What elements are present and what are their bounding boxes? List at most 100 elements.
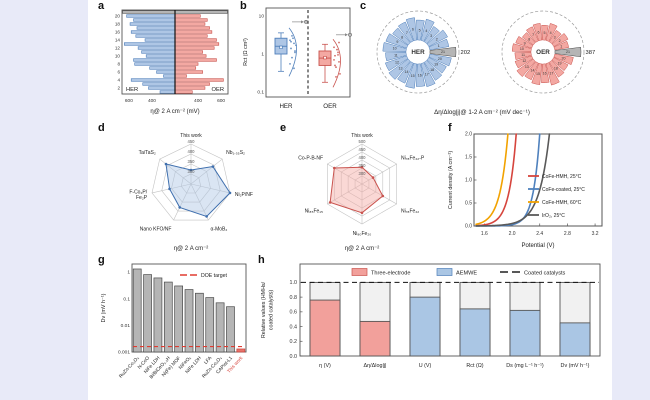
svg-text:19: 19 <box>434 63 438 67</box>
svg-text:CoFe-coated, 25°C: CoFe-coated, 25°C <box>542 187 585 193</box>
svg-text:HER: HER <box>126 87 138 93</box>
svg-text:500: 500 <box>359 139 367 144</box>
svg-text:16: 16 <box>543 72 547 76</box>
svg-text:20: 20 <box>561 57 565 61</box>
svg-text:202: 202 <box>461 50 471 56</box>
svg-text:12: 12 <box>522 59 526 63</box>
svg-text:13: 13 <box>398 66 402 70</box>
svg-text:9: 9 <box>524 41 526 45</box>
svg-text:6: 6 <box>412 28 414 32</box>
panel-e-label: e <box>280 122 287 134</box>
svg-text:350: 350 <box>359 163 367 168</box>
svg-text:400: 400 <box>359 155 367 160</box>
panel-b-box-plot: 0.1 1 10 Rct (Ω cm²) HER OER <box>243 7 352 110</box>
svg-text:10: 10 <box>393 47 397 51</box>
svg-text:2.0: 2.0 <box>509 231 516 237</box>
svg-text:Rct (Ω cm²): Rct (Ω cm²) <box>243 38 249 66</box>
svg-text:17: 17 <box>425 72 429 76</box>
svg-text:13: 13 <box>525 65 529 69</box>
svg-text:Ni₈₅Fe₁₅: Ni₈₅Fe₁₅ <box>305 209 323 215</box>
panel-a-label: a <box>98 0 105 12</box>
svg-text:400: 400 <box>188 149 196 154</box>
svg-text:CoFe-HMH, 60°C: CoFe-HMH, 60°C <box>542 200 582 206</box>
svg-text:3: 3 <box>430 34 432 38</box>
panel-a-diverging-bar-chart: 2 4 6 8 10 12 14 16 18 20 600 400 400 600 HER OER η@ 2 A… <box>115 9 229 115</box>
svg-text:U (V): U (V) <box>419 363 432 369</box>
svg-text:0.1: 0.1 <box>257 90 264 96</box>
svg-text:This work: This work <box>351 133 373 139</box>
svg-text:Fe₂P: Fe₂P <box>136 195 148 201</box>
svg-text:η@ 2 A cm⁻² (mV): η@ 2 A cm⁻² (mV) <box>150 109 199 115</box>
svg-text:coated catalysts): coated catalysts) <box>269 290 275 331</box>
svg-text:15: 15 <box>536 72 540 76</box>
svg-text:0.01: 0.01 <box>121 323 131 329</box>
svg-text:14: 14 <box>115 38 121 43</box>
svg-text:1: 1 <box>560 45 562 49</box>
svg-text:21: 21 <box>441 50 445 54</box>
svg-text:450: 450 <box>359 147 367 152</box>
svg-text:16: 16 <box>115 30 121 35</box>
svg-text:0.5: 0.5 <box>465 201 472 207</box>
svg-text:F-Co₂P/: F-Co₂P/ <box>129 189 147 195</box>
svg-text:Ni₇₈Fe₂₂: Ni₇₈Fe₂₂ <box>401 209 419 215</box>
svg-text:0.8: 0.8 <box>290 295 298 301</box>
svg-text:Relative values (HMHs/: Relative values (HMHs/ <box>261 281 267 338</box>
svg-text:18: 18 <box>430 68 434 72</box>
svg-text:450: 450 <box>188 139 196 144</box>
svg-text:1: 1 <box>261 52 264 58</box>
panel-g-label: g <box>98 254 105 266</box>
svg-text:1.5: 1.5 <box>465 155 472 161</box>
svg-text:7: 7 <box>406 31 408 35</box>
svg-text:Δη/Δlog|j|@ 1-2 A cm⁻² (mV dec: Δη/Δlog|j|@ 1-2 A cm⁻² (mV dec⁻¹) <box>434 109 530 116</box>
svg-text:16: 16 <box>418 73 422 77</box>
svg-text:21: 21 <box>566 50 570 54</box>
svg-text:Δη/Δlog|j|: Δη/Δlog|j| <box>364 363 387 369</box>
svg-text:5: 5 <box>419 28 421 32</box>
svg-text:8: 8 <box>401 35 403 39</box>
svg-text:Potential (V): Potential (V) <box>521 243 554 249</box>
svg-text:600: 600 <box>217 98 225 104</box>
svg-text:19: 19 <box>558 62 562 66</box>
svg-text:2.0: 2.0 <box>465 132 472 138</box>
svg-text:20: 20 <box>438 57 442 61</box>
svg-text:0.4: 0.4 <box>290 324 298 330</box>
svg-text:2.4: 2.4 <box>536 231 543 237</box>
svg-text:Nano KFO/NF: Nano KFO/NF <box>140 227 172 233</box>
svg-text:1: 1 <box>127 270 130 276</box>
svg-text:2: 2 <box>436 37 438 41</box>
svg-text:Co-P-B-NF: Co-P-B-NF <box>298 156 323 162</box>
svg-text:12: 12 <box>115 46 121 51</box>
svg-text:η (V): η (V) <box>319 363 331 369</box>
svg-text:OER: OER <box>323 103 337 110</box>
svg-text:1.0: 1.0 <box>290 280 298 286</box>
svg-text:400: 400 <box>194 98 202 104</box>
svg-text:2: 2 <box>117 86 120 91</box>
panel-b-label: b <box>240 0 247 12</box>
svg-text:20: 20 <box>115 14 121 19</box>
svg-text:18: 18 <box>554 66 558 70</box>
svg-text:6: 6 <box>117 70 120 75</box>
svg-text:HER: HER <box>279 103 293 110</box>
svg-text:387: 387 <box>586 50 596 56</box>
svg-text:14: 14 <box>405 70 409 74</box>
svg-text:DOE target: DOE target <box>201 273 228 279</box>
svg-text:Dv (mV h⁻¹): Dv (mV h⁻¹) <box>101 293 107 322</box>
svg-text:AEMWE: AEMWE <box>456 270 477 276</box>
svg-text:1.6: 1.6 <box>481 231 488 237</box>
svg-text:Three-electrode: Three-electrode <box>371 270 411 276</box>
svg-text:1: 1 <box>438 44 440 48</box>
svg-text:2.8: 2.8 <box>564 231 571 237</box>
panel-c-label: c <box>360 0 367 12</box>
svg-text:CoFe-HMH, 25°C: CoFe-HMH, 25°C <box>542 174 582 180</box>
svg-text:350: 350 <box>188 159 196 164</box>
svg-text:Rct (Ω): Rct (Ω) <box>466 363 483 369</box>
svg-text:4: 4 <box>550 31 552 35</box>
svg-text:1.0: 1.0 <box>465 178 472 184</box>
svg-text:17: 17 <box>549 72 553 76</box>
svg-text:LFA: LFA <box>203 355 214 366</box>
svg-text:α-MoB₂: α-MoB₂ <box>211 227 228 233</box>
svg-text:600: 600 <box>125 98 133 104</box>
svg-text:12: 12 <box>395 60 399 64</box>
